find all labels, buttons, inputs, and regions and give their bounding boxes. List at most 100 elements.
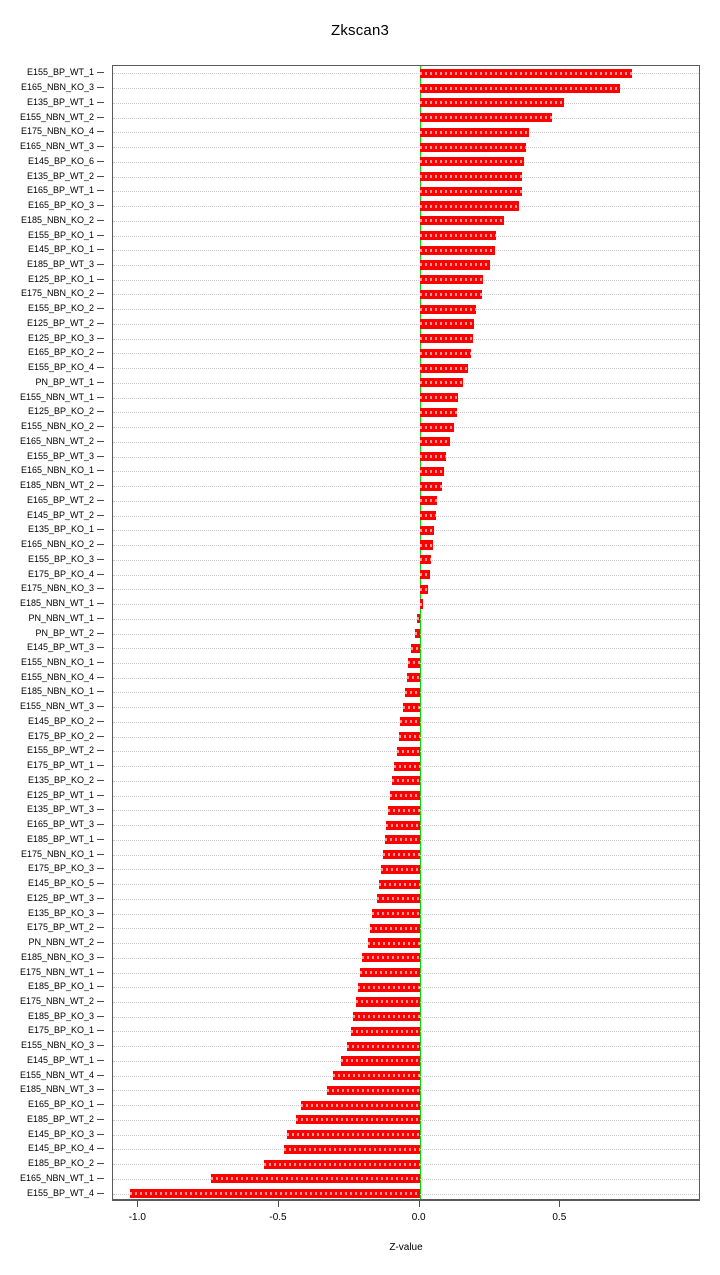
y-axis-tick (97, 1104, 104, 1105)
bar (419, 186, 522, 196)
y-axis-tick (97, 913, 104, 914)
y-axis-tick-label: E135_BP_WT_1 (26, 96, 94, 107)
x-axis-tick-label: -0.5 (269, 1212, 287, 1223)
y-axis-tick (97, 1163, 104, 1164)
y-axis-tick-label: E135_BP_WT_2 (26, 170, 94, 181)
y-axis-tick-label: PN_BP_WT_1 (35, 376, 94, 387)
chart-title: Zkscan3 (330, 22, 390, 39)
x-axis-tick (418, 1200, 420, 1207)
bar (419, 127, 530, 137)
y-axis-tick (97, 441, 104, 442)
y-axis-tick (97, 235, 104, 236)
bar (361, 953, 420, 963)
bar (419, 319, 474, 329)
gridline (113, 427, 699, 428)
gridline (113, 486, 699, 487)
gridline (113, 501, 699, 502)
y-axis-tick-label: E155_NBN_KO_3 (20, 1040, 94, 1051)
bar (419, 363, 469, 373)
bar (419, 407, 457, 417)
y-axis-tick-label: E135_BP_WT_3 (26, 804, 94, 815)
y-axis-tick-label: E165_NBN_KO_2 (20, 539, 94, 550)
bar (419, 201, 519, 211)
bar (419, 569, 431, 580)
y-axis-tick (97, 972, 104, 973)
y-axis-tick-label: E125_BP_KO_1 (27, 273, 94, 284)
bar (419, 511, 436, 521)
y-axis-tick (97, 721, 104, 722)
x-axis-title: Z-value (389, 1242, 423, 1253)
y-axis-tick (97, 146, 104, 147)
y-axis-tick (97, 220, 104, 221)
bar (419, 260, 490, 270)
y-axis-tick (97, 898, 104, 899)
bar (419, 584, 428, 594)
gridline (113, 368, 699, 369)
bar (333, 1071, 420, 1081)
y-axis-tick (97, 411, 104, 412)
y-axis-tick-label: E135_BP_KO_3 (27, 907, 94, 918)
y-axis-tick (97, 426, 104, 427)
bar (399, 717, 420, 727)
y-axis-tick (97, 544, 104, 545)
y-axis-tick-label: E125_BP_WT_1 (26, 789, 94, 800)
bar (405, 687, 420, 698)
y-axis-tick-label: PN_NBN_WT_1 (28, 612, 94, 623)
zero-reference-line (419, 66, 421, 1199)
bar (419, 466, 445, 476)
y-axis-tick (97, 662, 104, 663)
y-axis-tick-label: E165_BP_WT_2 (26, 494, 94, 505)
gridline (113, 398, 699, 399)
y-axis-tick-label: E135_BP_KO_1 (27, 524, 94, 535)
y-axis-tick (97, 1134, 104, 1135)
x-axis-line (112, 1200, 700, 1201)
gridline (113, 147, 699, 148)
bar (419, 230, 497, 241)
y-axis-tick-label: E155_BP_WT_1 (26, 67, 94, 78)
bar (419, 334, 473, 344)
y-axis-tick-label: E125_BP_KO_3 (27, 332, 94, 343)
gridline (113, 280, 699, 281)
gridline (113, 324, 699, 325)
y-axis-tick (97, 691, 104, 692)
gridline (113, 648, 699, 649)
y-axis-tick-label: E175_NBN_WT_2 (19, 996, 94, 1006)
bar (129, 1189, 420, 1199)
y-axis-tick (97, 1148, 104, 1149)
gridline (113, 383, 699, 384)
gridline (113, 634, 699, 635)
gridline (113, 132, 699, 133)
gridline (113, 73, 699, 74)
y-axis-tick-label: E175_NBN_KO_1 (20, 848, 94, 859)
y-axis-tick-label: E155_BP_KO_3 (27, 553, 94, 564)
y-axis-tick-label: E165_NBN_WT_1 (19, 1172, 94, 1183)
bar (287, 1130, 420, 1140)
y-axis-tick (97, 176, 104, 177)
bar (393, 761, 420, 771)
bar (419, 83, 620, 93)
bar (419, 437, 451, 447)
bar (356, 997, 420, 1007)
y-axis-tick (97, 633, 104, 634)
y-axis-tick-label: E175_BP_KO_1 (27, 1025, 94, 1036)
y-axis-tick (97, 677, 104, 678)
y-axis-tick-label: E165_BP_WT_1 (26, 185, 94, 196)
gridline (113, 678, 699, 679)
y-axis-tick (97, 279, 104, 280)
bar (347, 1041, 420, 1051)
y-axis-tick-label: E155_NBN_WT_2 (19, 111, 94, 122)
bar (419, 348, 471, 358)
y-axis-tick (97, 603, 104, 604)
y-axis-tick (97, 190, 104, 191)
bar (419, 525, 434, 535)
y-axis-labels: E155_BP_WT_1 E165_NBN_KO_3 E135_BP_WT_1 E15… (0, 65, 104, 1200)
y-axis-tick (97, 205, 104, 206)
y-axis-tick (97, 87, 104, 88)
x-axis-tick-label: -1.0 (128, 1212, 146, 1223)
y-axis-tick-label: E185_NBN_WT_1 (19, 598, 94, 609)
y-axis-tick-label: E125_BP_WT_2 (26, 317, 94, 328)
y-axis-tick (97, 750, 104, 751)
x-axis-tick (277, 1200, 279, 1207)
y-axis-tick-label: E175_NBN_KO_4 (20, 126, 94, 137)
